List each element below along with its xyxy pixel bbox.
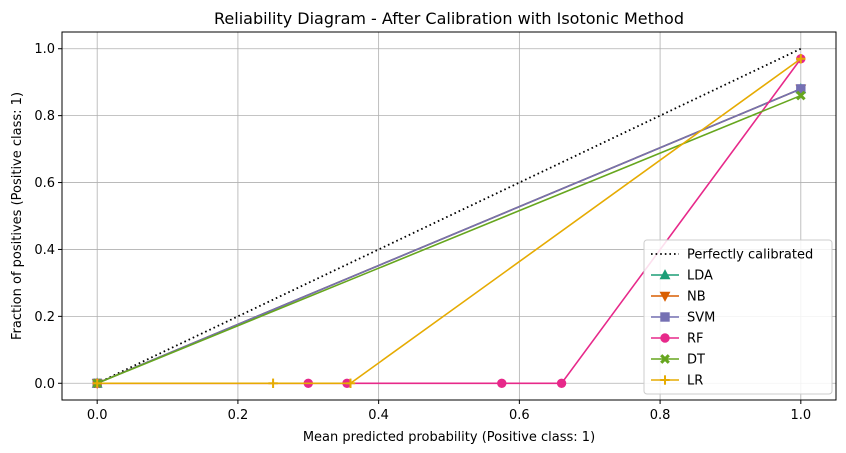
legend-marker-lr: [660, 375, 670, 385]
point-dt: [795, 90, 806, 101]
legend-label-lda: LDA: [687, 269, 713, 284]
x-tick-label: 1.0: [790, 408, 811, 423]
ticks: 0.0 0.2 0.4 0.6 0.8 1.0 0.0 0.2 0.4 0.6 0.8 1.0: [34, 42, 811, 423]
y-tick-label: 0.2: [34, 310, 55, 325]
legend-marker-nb: [659, 291, 671, 302]
legend-label-dt: DT: [687, 353, 705, 368]
legend-label-nb: NB: [687, 290, 706, 305]
legend-item-nb: NB: [651, 290, 706, 305]
x-tick-label: 0.2: [228, 408, 249, 423]
legend: Perfectly calibrated LDA NB SVM RF DT LR: [643, 239, 833, 395]
point-rf: [497, 378, 507, 388]
point-lr: [92, 378, 102, 388]
legend-label-rf: RF: [687, 332, 704, 347]
y-tick-label: 0.8: [34, 109, 55, 124]
point-lr: [268, 378, 278, 388]
plot-frame: [61, 31, 837, 401]
legend-box: [643, 239, 833, 395]
series-layer: [91, 47, 807, 390]
y-axis-label: Fraction of positives (Positive class: 1…: [10, 92, 25, 340]
legend-item-lda: LDA: [651, 269, 713, 284]
series-perfectly-calibrated: [96, 47, 802, 385]
legend-item-rf: RF: [651, 332, 704, 347]
legend-marker-rf: [660, 333, 670, 343]
legend-item-lr: LR: [651, 374, 703, 389]
x-axis-label: Mean predicted probability (Positive cla…: [303, 430, 595, 445]
legend-label-lr: LR: [687, 374, 703, 389]
legend-marker-svm: [660, 312, 670, 322]
point-lr: [796, 54, 806, 64]
series-line-svm: [96, 88, 802, 385]
y-tick-label: 0.6: [34, 176, 55, 191]
chart-title: Reliability Diagram - After Calibration …: [214, 9, 684, 28]
x-tick-label: 0.4: [368, 408, 389, 423]
x-tick-label: 0.6: [509, 408, 530, 423]
legend-item-svm: SVM: [651, 311, 715, 326]
point-svm: [796, 84, 806, 94]
y-tick-label: 0.4: [34, 243, 55, 258]
x-tick-label: 0.8: [650, 408, 671, 423]
point-rf: [556, 378, 567, 388]
series-line-lr: [97, 58, 802, 385]
legend-label-perfectly-calibrated: Perfectly calibrated: [687, 248, 813, 263]
y-tick-label: 1.0: [34, 42, 55, 57]
y-tick-label: 0.0: [34, 377, 55, 392]
series-lr: [92, 54, 806, 388]
point-lr: [345, 378, 356, 388]
x-tick-label: 0.0: [87, 408, 108, 423]
legend-marker-dt: [660, 354, 670, 364]
legend-item-perfectly-calibrated: Perfectly calibrated: [651, 248, 813, 263]
series-line-perfectly-calibrated: [96, 47, 802, 385]
legend-item-dt: DT: [651, 353, 705, 368]
legend-label-svm: SVM: [687, 311, 715, 326]
legend-marker-lda: [659, 269, 671, 280]
